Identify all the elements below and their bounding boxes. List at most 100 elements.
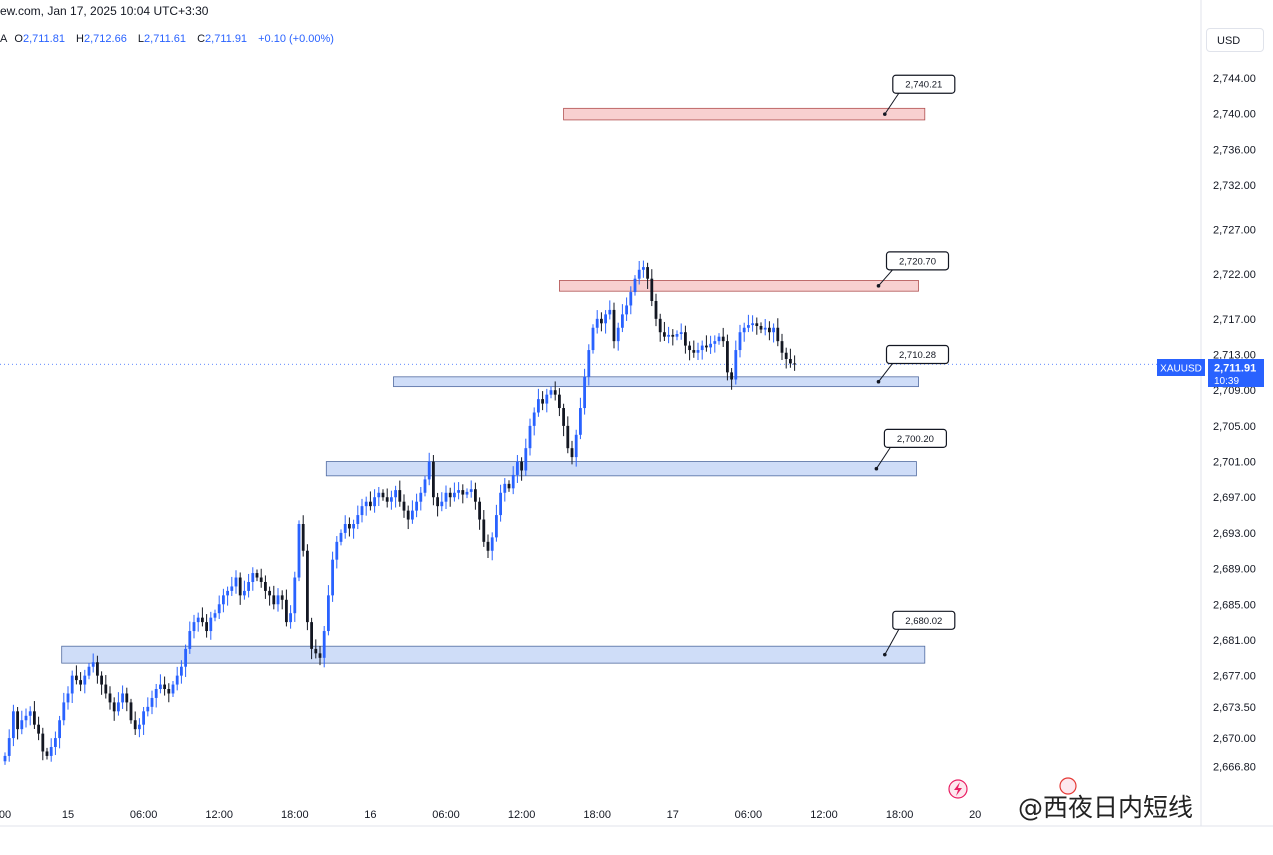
candle bbox=[679, 323, 683, 340]
candle-body bbox=[234, 577, 238, 587]
last-price-value: 2,711.91 bbox=[1214, 363, 1256, 375]
candle-body bbox=[658, 318, 662, 333]
price-tick-label: 2,736.00 bbox=[1213, 144, 1256, 156]
bar-countdown: 10:39 bbox=[1214, 376, 1239, 387]
low-value: 2,711.61 bbox=[144, 33, 187, 45]
candle bbox=[129, 698, 133, 724]
candle bbox=[768, 321, 771, 341]
calendar-icon[interactable] bbox=[1059, 777, 1077, 795]
candle bbox=[457, 482, 460, 500]
candle-body bbox=[180, 666, 183, 676]
candle bbox=[789, 348, 792, 368]
time-tick-label: 06:00 bbox=[735, 809, 763, 821]
candle-body bbox=[385, 497, 389, 502]
candle bbox=[356, 505, 360, 530]
candle-body bbox=[91, 662, 95, 667]
candle-body bbox=[679, 332, 683, 335]
candle-body bbox=[448, 492, 452, 498]
candle bbox=[255, 569, 259, 582]
candle bbox=[138, 718, 141, 738]
candle-body bbox=[600, 318, 603, 324]
candle-body bbox=[595, 318, 599, 328]
candle-body bbox=[436, 497, 439, 507]
candle-body bbox=[230, 586, 234, 591]
candle-body bbox=[75, 675, 78, 681]
resistance-zone[interactable] bbox=[563, 107, 926, 121]
zone-anchor-dot bbox=[876, 284, 881, 288]
candle bbox=[595, 310, 599, 334]
candle bbox=[192, 614, 196, 639]
time-axis[interactable]: 00 15 06:00 12:00 18:00 16 06:00 12:00 18:00 17 06… bbox=[0, 809, 981, 821]
currency-button[interactable]: USD bbox=[1206, 28, 1264, 52]
candle-body bbox=[776, 327, 780, 342]
candle bbox=[259, 568, 263, 588]
candle bbox=[570, 440, 574, 465]
candle-body bbox=[104, 684, 108, 694]
candle bbox=[427, 452, 431, 486]
candle bbox=[16, 707, 19, 740]
candle bbox=[293, 571, 297, 622]
candle bbox=[335, 536, 339, 569]
zone-labels: 2,740.21 2,720.70 2,710.28 2,700.20 2,680.02 bbox=[874, 74, 956, 657]
candle-body bbox=[138, 724, 141, 730]
candle bbox=[54, 731, 57, 756]
candle bbox=[167, 683, 171, 703]
candle-body bbox=[318, 653, 322, 658]
candle-body bbox=[159, 684, 162, 690]
candle bbox=[667, 326, 670, 344]
zone-anchor-dot bbox=[883, 652, 887, 657]
candle-body bbox=[528, 425, 532, 449]
time-tick-label: 12:00 bbox=[810, 809, 838, 821]
candle-body bbox=[461, 490, 465, 495]
candle-body bbox=[415, 501, 418, 511]
candle bbox=[423, 475, 427, 497]
candle-body bbox=[537, 399, 540, 413]
candle bbox=[117, 692, 120, 716]
candle-body bbox=[49, 747, 53, 756]
candle-body bbox=[495, 515, 498, 538]
price-tick-label: 2,740.00 bbox=[1213, 109, 1256, 121]
candle-body bbox=[150, 697, 154, 707]
candle-body bbox=[297, 524, 301, 578]
candle-body bbox=[259, 577, 263, 582]
candle bbox=[583, 368, 586, 415]
candle-body bbox=[612, 309, 616, 342]
candle bbox=[541, 391, 544, 411]
candle bbox=[432, 455, 435, 506]
candle bbox=[150, 690, 154, 715]
candle-body bbox=[532, 412, 536, 426]
candle-body bbox=[772, 327, 775, 333]
candle-body bbox=[604, 314, 607, 324]
candle-body bbox=[642, 267, 645, 270]
resistance-zone[interactable] bbox=[559, 280, 919, 292]
time-tick-label: 06:00 bbox=[130, 809, 158, 821]
candle bbox=[163, 676, 166, 696]
candle bbox=[243, 580, 246, 600]
close-label: C bbox=[197, 33, 206, 45]
candle bbox=[528, 418, 532, 456]
candle bbox=[322, 625, 326, 668]
candle bbox=[482, 510, 486, 547]
support-zone[interactable] bbox=[61, 645, 926, 664]
candle bbox=[280, 590, 284, 610]
candle bbox=[398, 480, 402, 507]
candle bbox=[465, 488, 469, 499]
candle-body bbox=[201, 617, 204, 623]
candle-body bbox=[251, 573, 255, 582]
time-tick-label: 17 bbox=[667, 809, 679, 821]
price-tick-label: 2,744.00 bbox=[1213, 73, 1256, 85]
candle-body bbox=[322, 631, 326, 658]
candle bbox=[91, 653, 95, 673]
candle bbox=[49, 738, 53, 762]
support-zone[interactable] bbox=[325, 461, 917, 477]
candle bbox=[486, 534, 490, 559]
candle bbox=[37, 716, 40, 741]
support-zone[interactable] bbox=[393, 376, 919, 388]
candle-body bbox=[377, 492, 381, 498]
candle bbox=[209, 611, 213, 640]
price-axis[interactable]: 2,744.00 2,740.00 2,736.00 2,732.00 2,727.00… bbox=[1213, 73, 1256, 774]
candle bbox=[297, 520, 301, 582]
candle-body bbox=[570, 448, 574, 458]
candle bbox=[196, 612, 200, 632]
